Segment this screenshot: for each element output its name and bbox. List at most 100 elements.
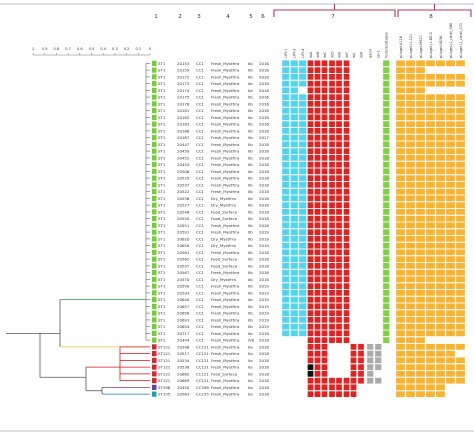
gene-cell-red — [307, 80, 314, 87]
gene-cell-gray — [367, 73, 374, 80]
gene-cell-orange — [405, 255, 416, 263]
gene-cell-blue — [281, 127, 290, 135]
gene-cell-red — [335, 269, 343, 276]
gene-cell-green — [382, 161, 390, 168]
gene-cell-gray — [367, 391, 374, 398]
gene-cell-blue — [298, 201, 307, 209]
gene-cell-orange — [405, 316, 416, 324]
gene-cell-red — [335, 222, 343, 229]
st-color-swatch — [152, 378, 157, 384]
gene-cell-red — [321, 174, 328, 182]
st-label: ST398 — [158, 385, 171, 390]
gene-cell-red — [307, 296, 314, 303]
gene-cell-red — [321, 93, 328, 101]
gene-cell-red — [328, 93, 336, 101]
gene-cell-red — [335, 181, 343, 189]
gene-cell-gray — [367, 215, 374, 222]
gene-cell-blue — [281, 222, 290, 229]
isolate-id: 20183 — [177, 122, 190, 127]
gene-cell-red — [314, 390, 321, 398]
gene-cell-orange — [425, 134, 436, 141]
gene-cell-orange — [405, 80, 416, 87]
gene-cell-red — [314, 195, 321, 202]
gene-cell-green — [382, 330, 390, 337]
gene-cell-orange — [445, 80, 456, 87]
lineage-label: IIb — [248, 95, 253, 100]
gene-cell-red — [343, 66, 350, 74]
gene-header-lipi-3: LIPI-3 — [293, 49, 297, 58]
clonal-complex: CC155 — [196, 392, 209, 397]
gene-cell-orange — [405, 195, 416, 202]
gene-cell-red — [336, 357, 342, 364]
st-color-swatch — [152, 135, 157, 141]
year-label: 2016 — [259, 74, 269, 79]
gene-cell-orange — [435, 255, 446, 263]
gene-cell-orange — [405, 384, 416, 391]
st-label: ST121 — [158, 378, 171, 383]
source-label: Fresh_Mystfrra — [211, 223, 240, 228]
gene-cell-red — [343, 181, 350, 189]
gene-cell-orange — [425, 174, 436, 182]
gene-cell-blue — [299, 337, 307, 344]
gene-cell-blue — [290, 276, 299, 283]
source-label: Fresh_Mystfrra — [211, 155, 240, 160]
isolate-row: ST1 20551 CC1 Fresh_Mystfrra IIb 2018 — [152, 222, 269, 228]
gene-cell-red — [350, 215, 357, 222]
source-label: Food_Surface — [211, 216, 238, 221]
gene-cell-orange — [455, 127, 466, 135]
clonal-complex: CC1 — [196, 68, 204, 73]
gene-cell-orange — [405, 262, 416, 270]
gene-cell-gray — [375, 168, 382, 175]
gene-cell-red — [321, 100, 328, 108]
gene-header-inlf: inlF — [345, 52, 349, 58]
lineage-label: IIb — [248, 182, 253, 187]
gene-cell-orange — [425, 235, 436, 243]
isolate-row: ST1 20591 CC1 Fresh_Mystfrra IIb 2019 — [152, 229, 269, 235]
clonal-complex: CC1 — [196, 81, 204, 86]
gene-cell-orange — [435, 174, 446, 182]
lineage-label: IIb — [248, 250, 253, 255]
year-label: 2018 — [259, 155, 269, 160]
gene-cell-orange — [445, 195, 456, 202]
clonal-complex: CC1 — [196, 230, 204, 235]
gene-cell-orange — [425, 93, 436, 101]
gene-cell-orange — [405, 235, 416, 243]
gene-cell-orange — [445, 323, 456, 330]
gene-header-inlk: inlK — [359, 51, 363, 58]
gene-cell-orange — [425, 262, 436, 270]
st-label: ST1 — [158, 189, 166, 194]
gene-cell-gray — [367, 168, 374, 175]
gene-cell-red — [335, 114, 343, 121]
gene-cell-red — [321, 336, 328, 344]
gene-cell-red — [307, 174, 314, 182]
gene-cell-red — [328, 161, 336, 168]
gene-cell-red — [307, 323, 314, 330]
gene-cell-gray — [375, 73, 382, 80]
column-number-6: 6 — [261, 14, 265, 20]
gene-cell-red — [307, 66, 314, 74]
st-label: ST1 — [158, 155, 166, 160]
st-label: ST1 — [158, 196, 166, 201]
gene-cell-red — [335, 242, 343, 249]
gene-cell-orange — [425, 60, 436, 67]
gene-cell-red — [314, 93, 321, 101]
st-label: ST1 — [158, 61, 166, 66]
gene-cell-blue — [299, 357, 307, 364]
gene-cell-red — [314, 127, 321, 135]
gene-cell-red — [358, 141, 364, 148]
gene-cell-blue — [281, 208, 290, 216]
gene-cell-orange — [455, 100, 466, 108]
gene-cell-green — [382, 249, 390, 256]
gene-cell-orange — [435, 343, 446, 351]
st-label: ST1 — [158, 230, 166, 235]
gene-cell-blue — [290, 316, 299, 324]
source-label: Fresh_Mystfrra — [211, 344, 240, 349]
gene-cell-green — [382, 80, 390, 87]
year-label: 2018 — [259, 263, 269, 268]
gene-cell-orange — [395, 127, 406, 135]
gene-cell-orange — [415, 201, 426, 209]
gene-cell-orange — [415, 168, 426, 175]
scale-tick-label: 0.1 — [135, 47, 141, 51]
gene-header-labels: LIPI-1 LIPI-3 LIPI-4 inlA inlB inlC inlD inlE in… — [284, 23, 463, 58]
gene-cell-red — [350, 330, 357, 337]
